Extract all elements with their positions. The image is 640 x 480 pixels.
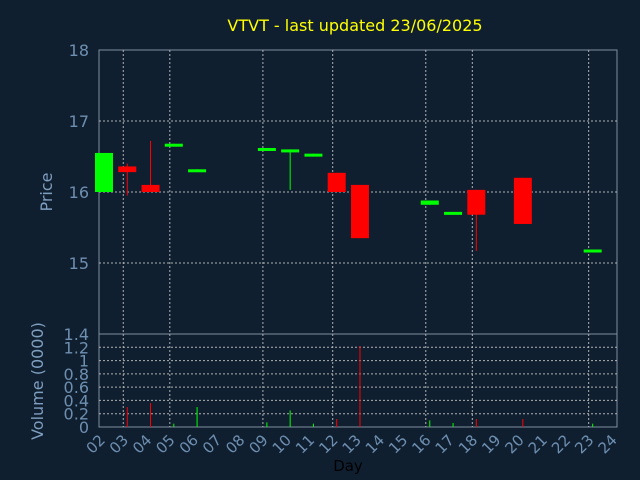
volume-tick-label: 1.2 [64,338,89,357]
x-tick-label: 24 [595,431,621,457]
volume-tick-label: 0.2 [64,405,89,424]
volume-axis-label: Volume (0000) [28,322,47,440]
volume-y-ticks: 00.20.40.60.811.21.4 [64,325,89,437]
volume-panel: 00.20.40.60.811.21.4 Volume (0000) [28,322,618,440]
candle-body [513,177,532,224]
price-y-ticks: 15 16 17 18 [69,41,89,273]
candle-body [467,189,486,215]
candle-body [444,211,463,215]
candle-body [188,169,207,173]
price-axis-label: Price [37,172,56,211]
price-panel: 15 16 17 18 Price [37,41,618,335]
price-tick-label: 17 [69,112,89,131]
volume-tick-label: 0.6 [64,378,89,397]
candle-body [350,184,369,239]
chart-title: VTVT - last updated 23/06/2025 [227,16,482,35]
candle-body [164,143,183,147]
x-axis-ticks: 0203040506070809101112131415161718192021… [83,431,621,457]
volume-tick-label: 1 [79,352,89,371]
price-tick-label: 15 [69,254,89,273]
price-tick-label: 18 [69,41,89,60]
candle-body [95,152,113,192]
candle-body [420,200,439,205]
candle-body [304,153,323,157]
volume-grid [99,334,617,427]
volume-tick-label: 1.4 [64,325,89,344]
candle-body [327,172,346,192]
volume-plot-frame [98,333,618,428]
candle-body [118,166,137,173]
volume-tick-label: 0 [79,418,89,437]
price-grid [99,50,617,334]
volume-tick-label: 0.4 [64,391,89,410]
price-tick-label: 16 [69,183,89,202]
price-candles [95,140,602,253]
candle-body [257,147,276,151]
volume-tick-label: 0.8 [64,365,89,384]
candle-body [583,249,602,253]
candle-body [281,149,300,153]
x-axis-label: Day [333,457,363,475]
candle-body [141,184,160,192]
volume-bars [126,345,594,427]
